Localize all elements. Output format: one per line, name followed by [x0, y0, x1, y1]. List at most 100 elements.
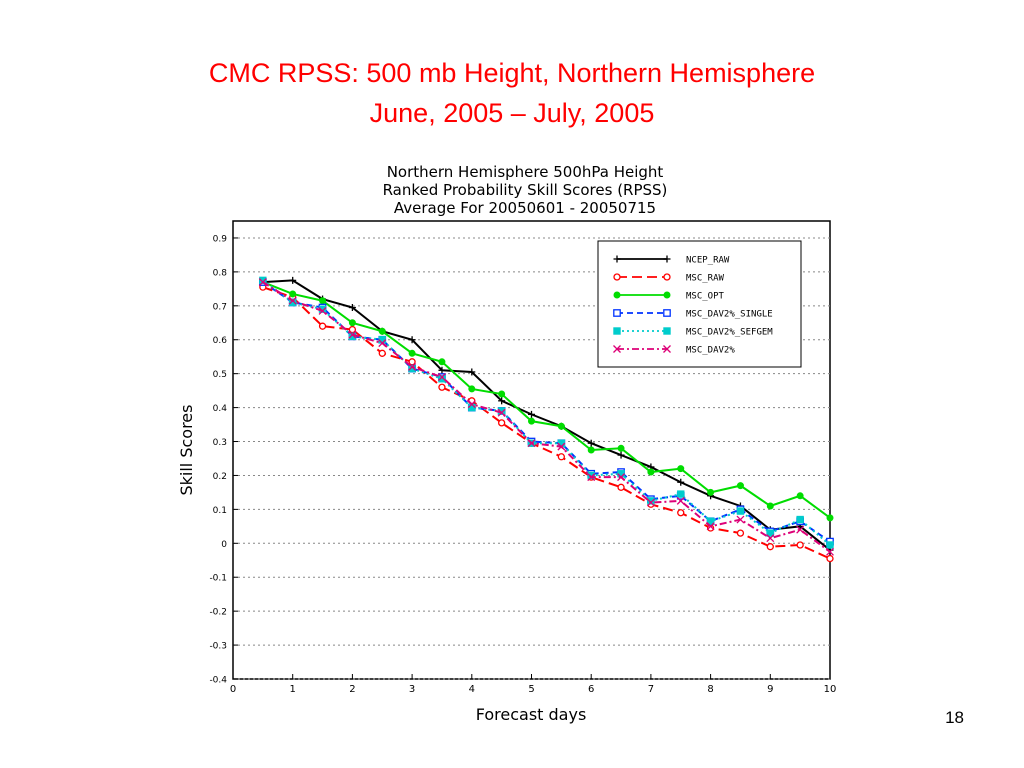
data-point: [647, 468, 655, 476]
slide-title-line-2: June, 2005 – July, 2005: [369, 98, 655, 128]
y-tick-label: -0.2: [209, 608, 227, 618]
marker-stroke: [796, 525, 805, 534]
data-point: [647, 497, 655, 505]
x-axis-label: Forecast days: [476, 705, 587, 724]
data-point: [796, 541, 804, 549]
data-point: [677, 490, 685, 498]
legend-marker: [663, 255, 671, 263]
y-tick-label: 0.5: [213, 370, 227, 380]
series-line: [262, 279, 831, 546]
legend-marker: [613, 255, 621, 263]
x-axis-ticks: 0 1 2 3 4 5 6 7 8 9 10: [230, 674, 836, 695]
marker-stroke: [288, 296, 297, 305]
data-point: [796, 515, 804, 524]
data-point: [826, 541, 834, 549]
series-lines: [258, 276, 834, 563]
data-point: [289, 276, 297, 284]
y-tick-label: -0.1: [209, 574, 227, 584]
data-point: [677, 509, 685, 517]
data-point: [677, 478, 685, 486]
data-point: [617, 483, 625, 491]
y-axis-ticks: -0.4 -0.3 -0.2 -0.1 0 0.1 0.2 0.3 0.4 0.5 0.6 0.7 0.…: [209, 234, 238, 686]
data-point: [348, 319, 356, 327]
data-point: [438, 383, 446, 391]
marker-stroke: [663, 345, 671, 353]
y-tick-label: 0.4: [213, 404, 228, 414]
data-point: [527, 439, 536, 448]
data-point: [826, 554, 834, 563]
data-point: [736, 515, 745, 524]
data-point: [348, 304, 356, 312]
data-point: [766, 502, 774, 510]
data-point: [497, 419, 506, 427]
y-tick-label: -0.3: [209, 642, 227, 652]
data-point: [318, 322, 327, 330]
data-point: [258, 278, 267, 287]
data-point: [378, 349, 386, 357]
data-point: [288, 296, 297, 305]
x-tick-label: 9: [767, 684, 773, 695]
series-line: [262, 286, 831, 560]
data-point: [408, 349, 416, 357]
x-tick-label: 6: [588, 684, 594, 695]
data-point: [677, 465, 685, 473]
data-point: [408, 336, 416, 344]
data-point: [348, 330, 357, 339]
chart-title: Northern Hemisphere 500hPa HeightRanked …: [383, 163, 668, 217]
series-line: [262, 281, 831, 553]
marker-stroke: [437, 373, 446, 382]
data-point: [617, 444, 625, 452]
data-point: [438, 358, 446, 366]
legend-box: [597, 240, 802, 368]
data-point: [826, 547, 834, 556]
marker-stroke: [706, 522, 715, 531]
data-point: [408, 364, 416, 373]
data-point: [437, 373, 446, 382]
series-msc-dav2-: [258, 278, 834, 556]
marker-stroke: [646, 498, 655, 507]
marker-stroke: [587, 473, 596, 482]
legend-marker: [663, 327, 671, 335]
data-point: [438, 375, 446, 383]
data-point: [408, 362, 417, 371]
data-point: [736, 529, 745, 537]
data-point: [259, 276, 267, 285]
x-tick-label: 7: [648, 684, 654, 695]
legend-marker: [613, 309, 621, 317]
data-point: [587, 439, 595, 447]
series-line: [262, 279, 831, 551]
x-tick-label: 4: [469, 684, 475, 695]
data-point: [557, 442, 566, 451]
marker-stroke: [497, 408, 506, 417]
chart-title-line-1: Northern Hemisphere 500hPa Height: [387, 163, 664, 181]
marker-stroke: [676, 496, 685, 505]
data-point: [378, 339, 387, 348]
data-point: [736, 482, 744, 490]
data-point: [706, 517, 715, 525]
data-point: [319, 297, 327, 305]
data-point: [468, 368, 476, 376]
x-tick-label: 2: [349, 684, 355, 695]
legend-label: NCEP_RAW: [686, 256, 730, 266]
y-tick-label: -0.4: [209, 676, 227, 686]
chart-title-line-2: Ranked Probability Skill Scores (RPSS): [383, 181, 668, 199]
y-axis-label: Skill Scores: [177, 405, 196, 496]
data-point: [587, 473, 596, 482]
x-tick-label: 3: [409, 684, 415, 695]
data-point: [676, 496, 685, 505]
marker-stroke: [318, 306, 327, 315]
y-tick-label: 0.6: [213, 336, 228, 346]
data-point: [707, 488, 715, 496]
data-point: [378, 327, 386, 335]
data-point: [766, 543, 774, 551]
marker-stroke: [557, 442, 566, 451]
marker-stroke: [527, 439, 536, 448]
marker-stroke: [826, 547, 834, 556]
data-point: [497, 408, 506, 417]
data-point: [766, 529, 774, 537]
y-tick-label: 0.7: [213, 302, 227, 312]
data-point: [438, 366, 446, 374]
marker-stroke: [613, 345, 621, 353]
x-tick-label: 1: [290, 684, 296, 695]
legend-marker: [663, 273, 671, 281]
